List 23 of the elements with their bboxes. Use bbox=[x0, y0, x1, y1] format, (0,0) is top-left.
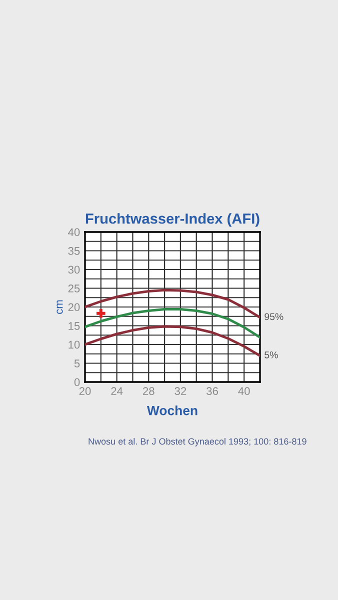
x-tick-label: 28 bbox=[143, 387, 154, 396]
x-tick-label: 36 bbox=[206, 387, 218, 396]
line-series bbox=[85, 288, 260, 319]
y-tick-label: 0 bbox=[74, 378, 80, 386]
series-label: 5% bbox=[264, 352, 278, 358]
y-tick-label: 20 bbox=[68, 303, 80, 312]
y-axis-title: cm bbox=[56, 300, 63, 314]
chart-title: Fruchtwasser-Index (AFI) bbox=[86, 213, 260, 227]
y-tick-label: 15 bbox=[68, 322, 80, 330]
y-tick-label: 10 bbox=[68, 340, 80, 349]
x-tick-label: 24 bbox=[111, 387, 123, 395]
text: Nwosu et al. Br J Obstet Gynaecol 1993; 100: 816-819 bbox=[88, 438, 306, 446]
x-axis-title: Wochen bbox=[146, 406, 198, 416]
line-series bbox=[85, 325, 260, 357]
line-series bbox=[85, 308, 260, 339]
y-tick-label: 5 bbox=[74, 360, 80, 368]
x-tick-label: 32 bbox=[174, 387, 186, 396]
y-tick-label: 25 bbox=[68, 284, 80, 292]
y-tick-label: 30 bbox=[68, 266, 80, 274]
y-tick-label: 35 bbox=[68, 247, 80, 255]
y-tick-label: 40 bbox=[68, 228, 80, 236]
x-tick-label: 40 bbox=[238, 387, 250, 396]
series-label: 95% bbox=[264, 313, 284, 320]
